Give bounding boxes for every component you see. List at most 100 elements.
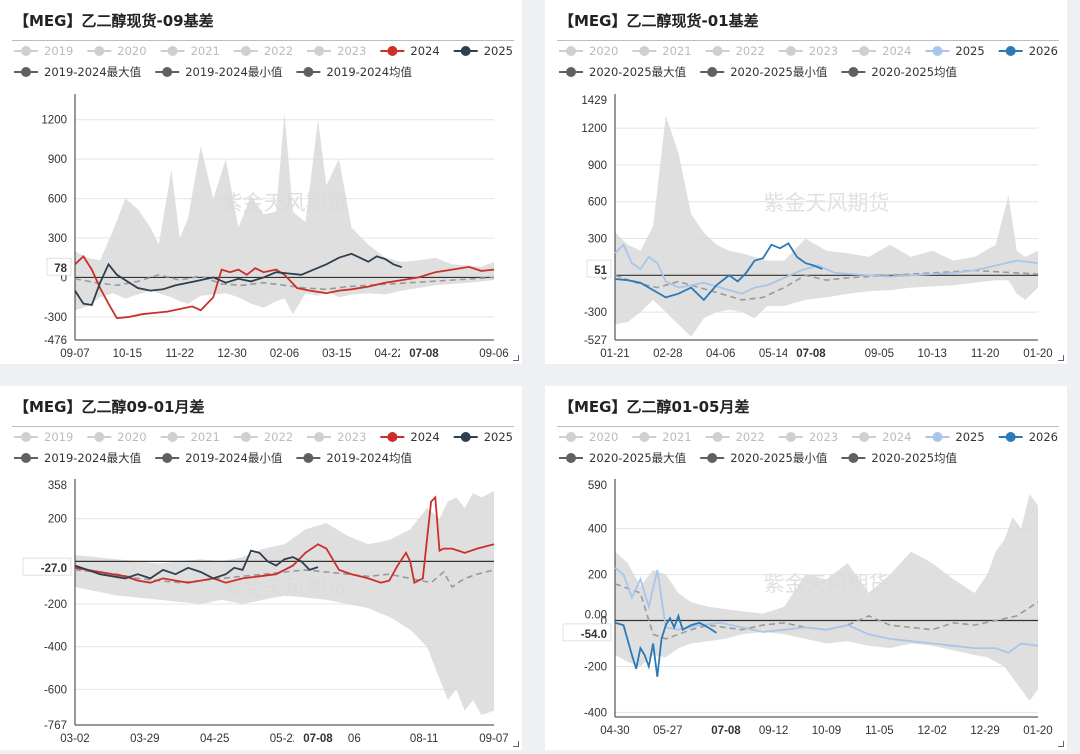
legend-label: 2022 [736,44,765,58]
legend-marker-icon [1005,46,1016,56]
x-tick-label: 11-05 [865,725,894,737]
legend-marker-icon [21,432,31,442]
legend-item-2020[interactable]: 2020 [559,430,618,444]
legend-item-2019-2024最小值[interactable]: 2019-2024最小值 [155,65,283,79]
legend-item-2025[interactable]: 2025 [453,44,513,58]
legend-item-2024[interactable]: 2024 [852,44,911,58]
legend-item-2026[interactable]: 2026 [998,44,1058,58]
legend-label: 2021 [191,430,220,444]
y-min-label: -527 [584,335,607,347]
legend-item-2019-2024最小值[interactable]: 2019-2024最小值 [155,451,283,465]
legend-label: 2019-2024最小值 [185,451,283,465]
current-value-badge [22,557,72,576]
legend-item-2022[interactable]: 2022 [705,44,765,58]
resize-corner-icon[interactable] [1058,741,1064,747]
legend-item-2022[interactable]: 2022 [233,44,293,58]
resize-corner-icon[interactable] [513,355,519,361]
legend-item-2025[interactable]: 2025 [925,44,985,58]
legend-item-2020[interactable]: 2020 [87,44,147,58]
legend-item-2019-2024均值[interactable]: 2019-2024均值 [296,451,413,465]
series-line-2025 [74,252,403,307]
legend-label: 2024 [882,430,911,444]
legend-marker-icon [785,46,796,56]
legend-item-2026[interactable]: 2026 [998,430,1058,444]
x-tick-label: 08-11 [410,733,439,745]
y-tick-label: -300 [584,307,607,319]
x-tick-label: 01-20 [1023,725,1052,737]
legend-label: 2021 [662,44,691,58]
legend-item-2022[interactable]: 2022 [705,430,765,444]
title-divider [12,426,514,427]
legend-item-2020-2025最大值[interactable]: 2020-2025最大值 [559,65,687,79]
current-value-badge [586,259,612,278]
watermark: 紫金天风期货 [764,191,890,215]
series-line-均值 [74,273,495,291]
legend-item-2024[interactable]: 2024 [852,430,911,444]
x-tick-label: 11-22 [165,348,194,360]
resize-corner-icon[interactable] [513,741,519,747]
series-line-2026 [614,613,717,677]
y-tick-label: 0 [601,616,607,628]
legend-item-2019[interactable]: 2019 [14,430,73,444]
x-tick-label: 11-20 [971,348,1000,360]
legend-marker-icon [240,46,251,56]
legend-label: 2021 [662,430,691,444]
legend-item-2020-2025最小值[interactable]: 2020-2025最小值 [700,65,828,79]
legend-item-2019-2024均值[interactable]: 2019-2024均值 [296,65,413,79]
y-tick-label: 0 [61,272,67,284]
legend-label: 2019 [44,430,73,444]
legend-item-2020-2025最小值[interactable]: 2020-2025最小值 [700,451,828,465]
current-date-label: 07-08 [409,348,439,360]
legend-label: 2025 [955,430,984,444]
legend-label: 2024 [410,430,439,444]
legend-item-2024[interactable]: 2024 [380,430,440,444]
y-tick-label: 600 [588,197,607,209]
series-line-2025 [614,567,1039,654]
legend-item-2020-2025均值[interactable]: 2020-2025均值 [841,451,958,465]
legend-item-2023[interactable]: 2023 [778,430,838,444]
x-tick-label: 03-02 [60,733,89,745]
legend-label: 2019-2024均值 [326,65,412,79]
legend-item-2019-2024最大值[interactable]: 2019-2024最大值 [14,451,142,465]
legend-label: 2025 [955,44,984,58]
y-tick-label: 300 [48,233,67,245]
legend-item-2020[interactable]: 2020 [559,44,618,58]
legend-item-2025[interactable]: 2025 [925,430,985,444]
legend-label: 2020 [589,44,618,58]
legend-item-2020-2025最大值[interactable]: 2020-2025最大值 [559,451,687,465]
legend-marker-icon [162,453,173,463]
legend-marker-icon [387,432,398,442]
legend-marker-icon [848,453,859,463]
legend-label: 2022 [264,44,293,58]
current-date-label: 07-08 [796,348,826,360]
series-line-2025 [614,243,1039,295]
legend-label: 2023 [337,44,366,58]
legend-item-2022[interactable]: 2022 [233,430,293,444]
legend-item-2023[interactable]: 2023 [778,44,838,58]
legend-marker-icon [21,46,31,56]
panel-meg-spot-09-basis: 【MEG】乙二醇现货-09基差 2019 2020 2021 2022 2023 2024… [0,0,522,364]
legend-item-2019-2024最大值[interactable]: 2019-2024最大值 [14,65,142,79]
x-tick-label: 10-15 [113,348,142,360]
legend-item-2023[interactable]: 2023 [307,44,366,58]
legend-marker-icon [712,432,723,442]
legend-item-2021[interactable]: 2021 [160,44,220,58]
resize-corner-icon[interactable] [1058,355,1064,361]
legend-item-2021[interactable]: 2021 [160,430,220,444]
legend-label: 2022 [736,430,765,444]
legend-label: 2023 [809,430,838,444]
legend-label: 2020-2025最小值 [730,65,828,79]
current-value-label: -27.0 [41,563,67,575]
y-tick-label: 600 [48,194,67,206]
legend-item-2021[interactable]: 2021 [632,44,692,58]
legend-item-2021[interactable]: 2021 [632,430,692,444]
legend-item-2019[interactable]: 2019 [14,44,73,58]
legend-item-2024[interactable]: 2024 [380,44,440,58]
legend-item-2025[interactable]: 2025 [453,430,513,444]
legend-item-2023[interactable]: 2023 [307,430,366,444]
y-min-label: -767 [44,720,67,732]
legend-marker-icon [566,453,576,463]
legend-item-2020-2025均值[interactable]: 2020-2025均值 [841,65,958,79]
x-tick-label: 09-06 [479,348,508,360]
legend-item-2020[interactable]: 2020 [87,430,147,444]
